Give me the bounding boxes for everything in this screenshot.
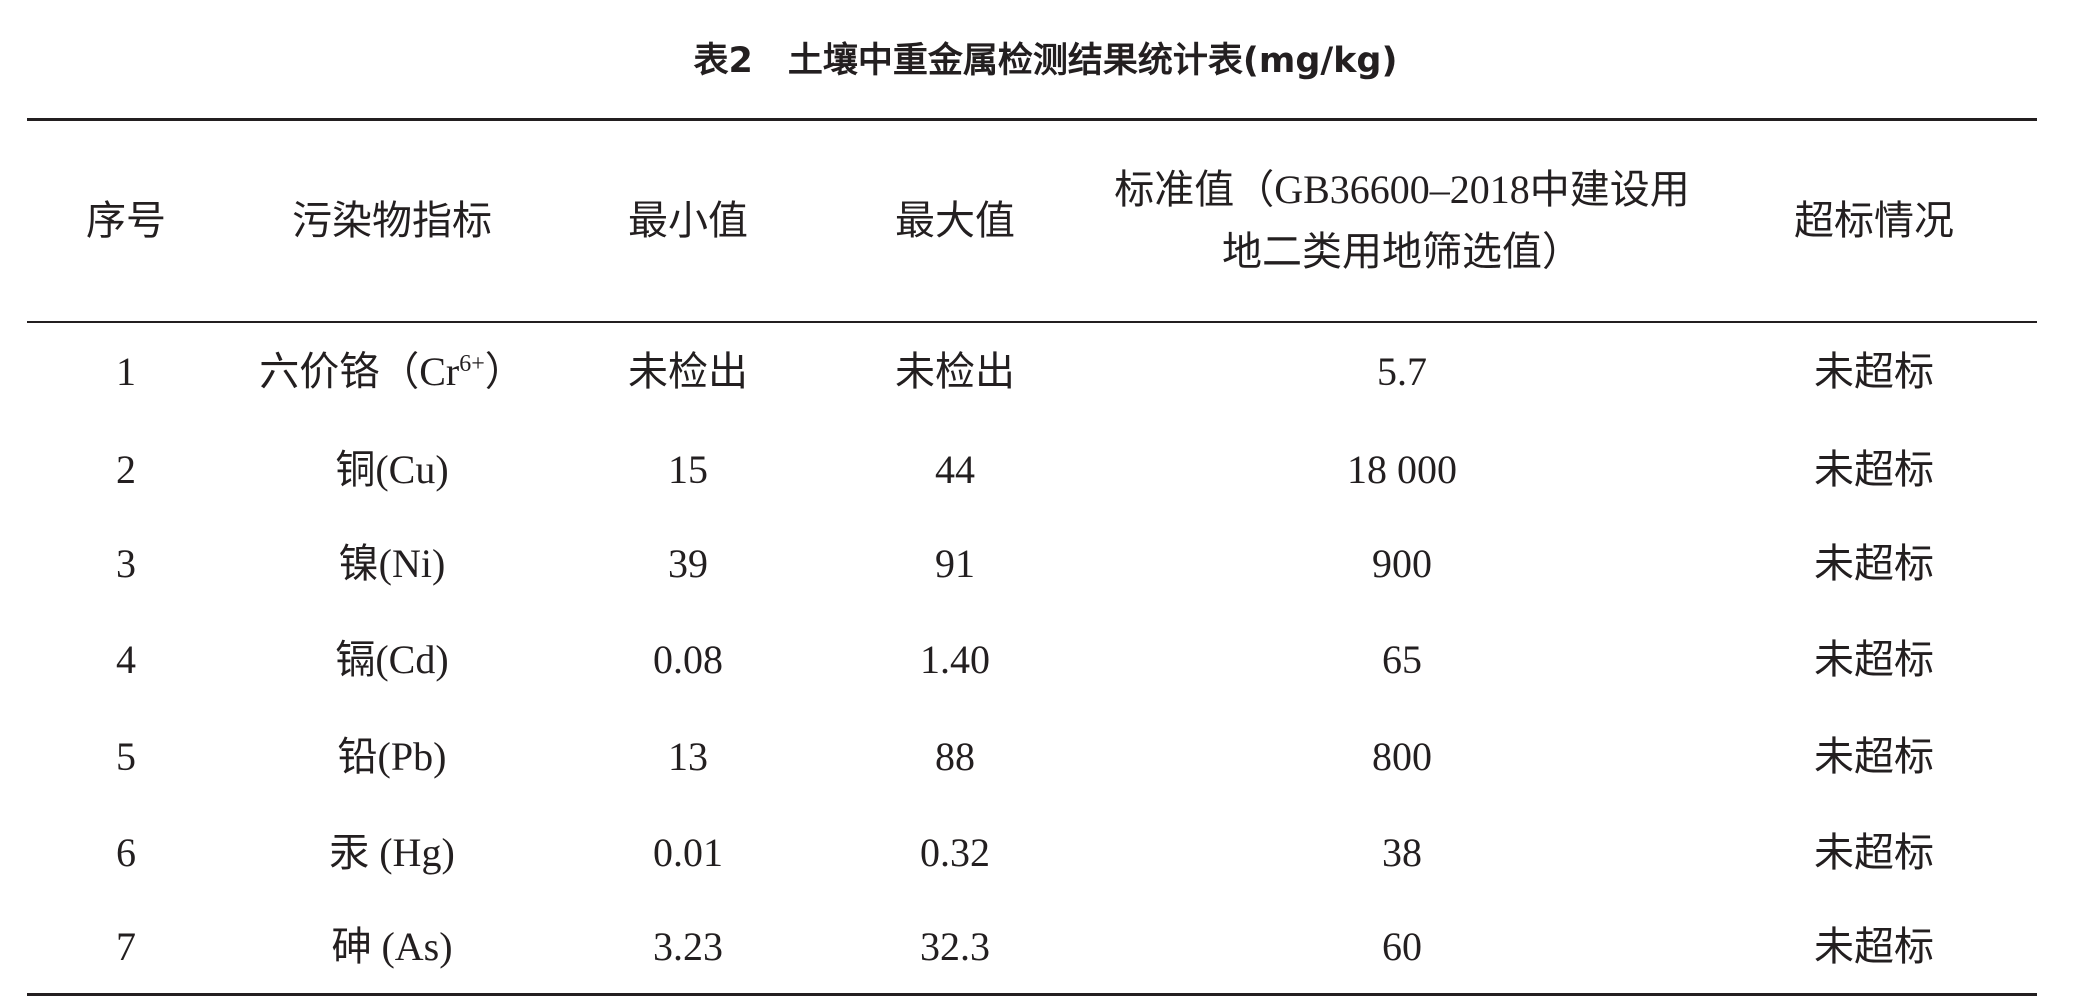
table-cell: 0.01 xyxy=(653,830,723,875)
table-cell: 未超标 xyxy=(1814,830,1934,875)
table-cell: 未超标 xyxy=(1814,541,1934,586)
table-cell: 未超标 xyxy=(1814,349,1934,394)
table-cell: 13 xyxy=(668,734,708,779)
cell-text: ） xyxy=(484,349,525,394)
table-title: 表2 土壤中重金属检测结果统计表(mg/kg) xyxy=(693,41,1398,81)
table-cell: 砷 (As) xyxy=(331,924,453,969)
table-cell: 1 xyxy=(116,349,136,394)
top-rule xyxy=(27,118,2037,121)
cell-text: 六价铬（Cr xyxy=(259,349,460,394)
table-cell: 91 xyxy=(935,541,975,586)
table-cell: 1.40 xyxy=(920,637,990,682)
table-cell: 60 xyxy=(1382,924,1422,969)
table-cell: 铜(Cu) xyxy=(335,447,449,492)
table-cell: 32.3 xyxy=(920,924,990,969)
table-cell: 3 xyxy=(116,541,136,586)
header-cell: 序号 xyxy=(86,198,166,243)
table-cell: 铅(Pb) xyxy=(337,734,447,779)
table-cell: 4 xyxy=(116,637,136,682)
table-cell: 镉(Cd) xyxy=(335,637,449,682)
table-cell: 800 xyxy=(1372,734,1432,779)
table-cell: 39 xyxy=(668,541,708,586)
superscript: 6+ xyxy=(459,351,485,377)
table-cell: 5 xyxy=(116,734,136,779)
table-cell: 7 xyxy=(116,924,136,969)
table-cell: 未检出 xyxy=(628,349,748,394)
table-cell: 镍(Ni) xyxy=(338,541,446,586)
header-cell: 超标情况 xyxy=(1794,198,1954,243)
table-cell: 六价铬（Cr6+） xyxy=(259,341,525,403)
table-cell: 3.23 xyxy=(653,924,723,969)
table-cell: 65 xyxy=(1382,637,1422,682)
table-cell: 汞 (Hg) xyxy=(329,830,455,875)
header-line: 标准值（GB36600–2018中建设用 xyxy=(1114,167,1690,212)
header-line: 地二类用地筛选值） xyxy=(1221,229,1582,274)
table-cell: 88 xyxy=(935,734,975,779)
table-cell: 900 xyxy=(1372,541,1432,586)
table-cell: 18 000 xyxy=(1347,447,1457,492)
table-cell: 0.08 xyxy=(653,637,723,682)
table-cell: 15 xyxy=(668,447,708,492)
table-cell: 38 xyxy=(1382,830,1422,875)
header-cell: 最大值 xyxy=(895,198,1015,243)
table-cell: 5.7 xyxy=(1377,349,1427,394)
header-cell: 污染物指标 xyxy=(292,198,492,243)
table-cell: 未超标 xyxy=(1814,447,1934,492)
header-cell: 标准值（GB36600–2018中建设用 地二类用地筛选值） xyxy=(1114,159,1690,283)
table-cell: 未超标 xyxy=(1814,637,1934,682)
table-cell: 0.32 xyxy=(920,830,990,875)
table-cell: 2 xyxy=(116,447,136,492)
bottom-rule xyxy=(27,993,2037,996)
header-cell: 最小值 xyxy=(628,198,748,243)
table-cell: 44 xyxy=(935,447,975,492)
table-cell: 6 xyxy=(116,830,136,875)
table-cell: 未超标 xyxy=(1814,924,1934,969)
table-cell: 未检出 xyxy=(895,349,1015,394)
header-rule xyxy=(27,321,2037,323)
table-cell: 未超标 xyxy=(1814,734,1934,779)
